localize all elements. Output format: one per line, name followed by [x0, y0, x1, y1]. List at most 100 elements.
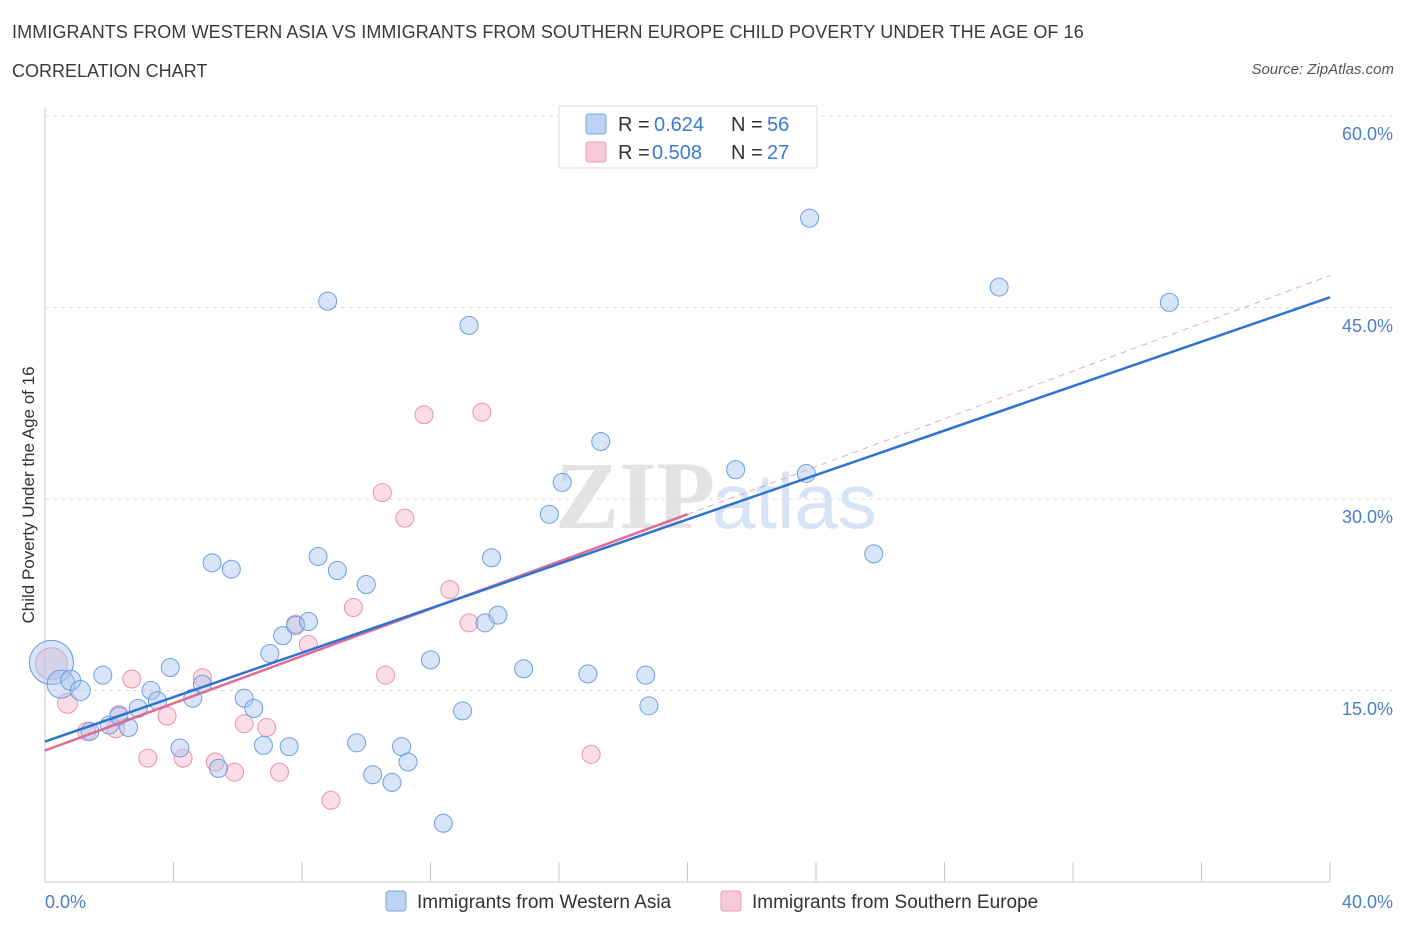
trend-line-southern-europe: [44, 513, 688, 752]
western-asia-point-53: [864, 544, 884, 564]
southern-europe-point-13: [257, 718, 277, 738]
western-asia-point-47: [591, 432, 611, 452]
western-asia-point-42: [488, 605, 508, 625]
western-asia-point-22: [260, 643, 280, 663]
southern-europe-point-0: [34, 647, 68, 681]
southern-europe-point-18: [343, 598, 363, 618]
western-asia-point-54: [989, 277, 1009, 297]
western-asia-point-19: [234, 688, 254, 708]
trend-line-western-asia: [44, 296, 1331, 743]
western-asia-point-0: [28, 639, 74, 685]
southern-europe-point-7: [157, 706, 177, 726]
correlation-legend: R = 0.624 N = 56 R = 0.508 N = 27: [558, 105, 818, 169]
series-western-asia-points: [28, 208, 1179, 833]
western-asia-point-48: [636, 665, 656, 685]
y-axis-title: Child Poverty Under the Age of 16: [19, 366, 38, 623]
western-asia-point-43: [514, 659, 534, 679]
legend-r-value-blue: 0.624: [654, 114, 704, 136]
western-asia-point-36: [421, 650, 440, 670]
trend-line-southern-europe-extension: [687, 275, 1331, 515]
legend-n-value-blue: 56: [767, 114, 789, 136]
legend-r-label-pink: R =: [618, 142, 650, 164]
southern-europe-point-19: [372, 483, 392, 503]
western-asia-point-44: [539, 504, 559, 524]
y-tick-label-15: 15.0%: [1342, 699, 1393, 719]
chart-title: IMMIGRANTS FROM WESTERN ASIA VS IMMIGRAN…: [12, 22, 1084, 42]
western-asia-point-18: [221, 559, 241, 579]
western-asia-point-29: [327, 560, 347, 580]
western-asia-point-28: [318, 291, 338, 311]
western-asia-point-21: [253, 735, 273, 755]
southern-europe-point-20: [376, 665, 396, 685]
y-tick-label-45: 45.0%: [1342, 316, 1393, 336]
series-southern-europe-points: [34, 402, 601, 810]
western-asia-point-41: [482, 548, 502, 568]
western-asia-point-3: [69, 680, 91, 701]
western-asia-point-52: [800, 208, 820, 228]
western-asia-point-49: [639, 696, 659, 716]
series-legend-swatch-blue: [385, 890, 407, 912]
southern-europe-point-5: [122, 669, 142, 689]
western-asia-point-55: [1159, 292, 1179, 312]
western-asia-point-31: [356, 575, 376, 595]
x-ticks: [44, 862, 1331, 882]
legend-n-value-pink: 27: [767, 142, 789, 164]
y-tick-labels: 60.0% 45.0% 30.0% 15.0%: [1342, 124, 1393, 719]
legend-n-label-blue: N =: [731, 114, 763, 136]
trend-lines: [44, 275, 1331, 752]
chart-subtitle: CORRELATION CHART: [12, 61, 208, 81]
western-asia-point-30: [347, 733, 367, 753]
source-label: Source: ZipAtlas.com: [1251, 61, 1394, 78]
southern-europe-point-6: [138, 748, 158, 768]
western-asia-point-23: [273, 626, 293, 646]
western-asia-point-10: [141, 681, 161, 700]
y-tick-label-30: 30.0%: [1342, 507, 1393, 527]
southern-europe-point-8: [173, 748, 193, 768]
legend-r-value-pink: 0.508: [652, 142, 702, 164]
western-asia-point-32: [363, 765, 383, 785]
legend-swatch-pink: [585, 141, 607, 163]
southern-europe-point-14: [270, 762, 290, 782]
western-asia-point-17: [208, 758, 228, 778]
western-asia-point-39: [459, 315, 479, 335]
southern-europe-point-25: [472, 402, 492, 422]
x-tick-label-min: 0.0%: [45, 892, 86, 912]
western-asia-point-5: [93, 665, 113, 685]
western-asia-point-27: [308, 546, 328, 566]
gridlines: [45, 115, 1395, 691]
x-tick-label-max: 40.0%: [1342, 892, 1393, 912]
western-asia-point-35: [398, 752, 418, 772]
legend-swatch-blue: [585, 113, 607, 135]
western-asia-point-16: [202, 553, 222, 573]
southern-europe-point-21: [395, 508, 415, 528]
western-asia-point-26: [298, 612, 318, 632]
series-legend-swatch-pink: [720, 890, 742, 912]
western-asia-point-45: [552, 472, 572, 492]
legend-n-label-pink: N =: [731, 142, 763, 164]
western-asia-point-25: [286, 615, 306, 635]
southern-europe-point-17: [321, 790, 341, 810]
western-asia-point-12: [160, 658, 180, 678]
western-asia-point-13: [170, 738, 190, 758]
western-asia-point-50: [726, 460, 746, 480]
watermark-zip: ZIP: [555, 442, 715, 549]
watermark: ZIP atlas: [555, 442, 877, 549]
western-asia-point-38: [453, 701, 473, 721]
series-legend-label-pink: Immigrants from Southern Europe: [752, 892, 1038, 913]
southern-europe-point-22: [414, 405, 434, 425]
y-tick-label-60: 60.0%: [1342, 124, 1393, 144]
legend-r-label-blue: R =: [618, 114, 650, 136]
western-asia-point-37: [433, 813, 453, 833]
southern-europe-point-12: [234, 714, 254, 734]
southern-europe-point-11: [225, 762, 245, 782]
southern-europe-point-23: [440, 580, 460, 600]
western-asia-point-24: [279, 737, 299, 757]
western-asia-point-20: [244, 698, 264, 718]
series-legend: Immigrants from Western Asia Immigrants …: [385, 890, 1038, 913]
western-asia-point-33: [382, 772, 402, 792]
series-legend-label-blue: Immigrants from Western Asia: [417, 892, 672, 913]
western-asia-point-46: [578, 664, 598, 684]
southern-europe-point-24: [459, 613, 479, 633]
southern-europe-point-26: [581, 744, 601, 764]
